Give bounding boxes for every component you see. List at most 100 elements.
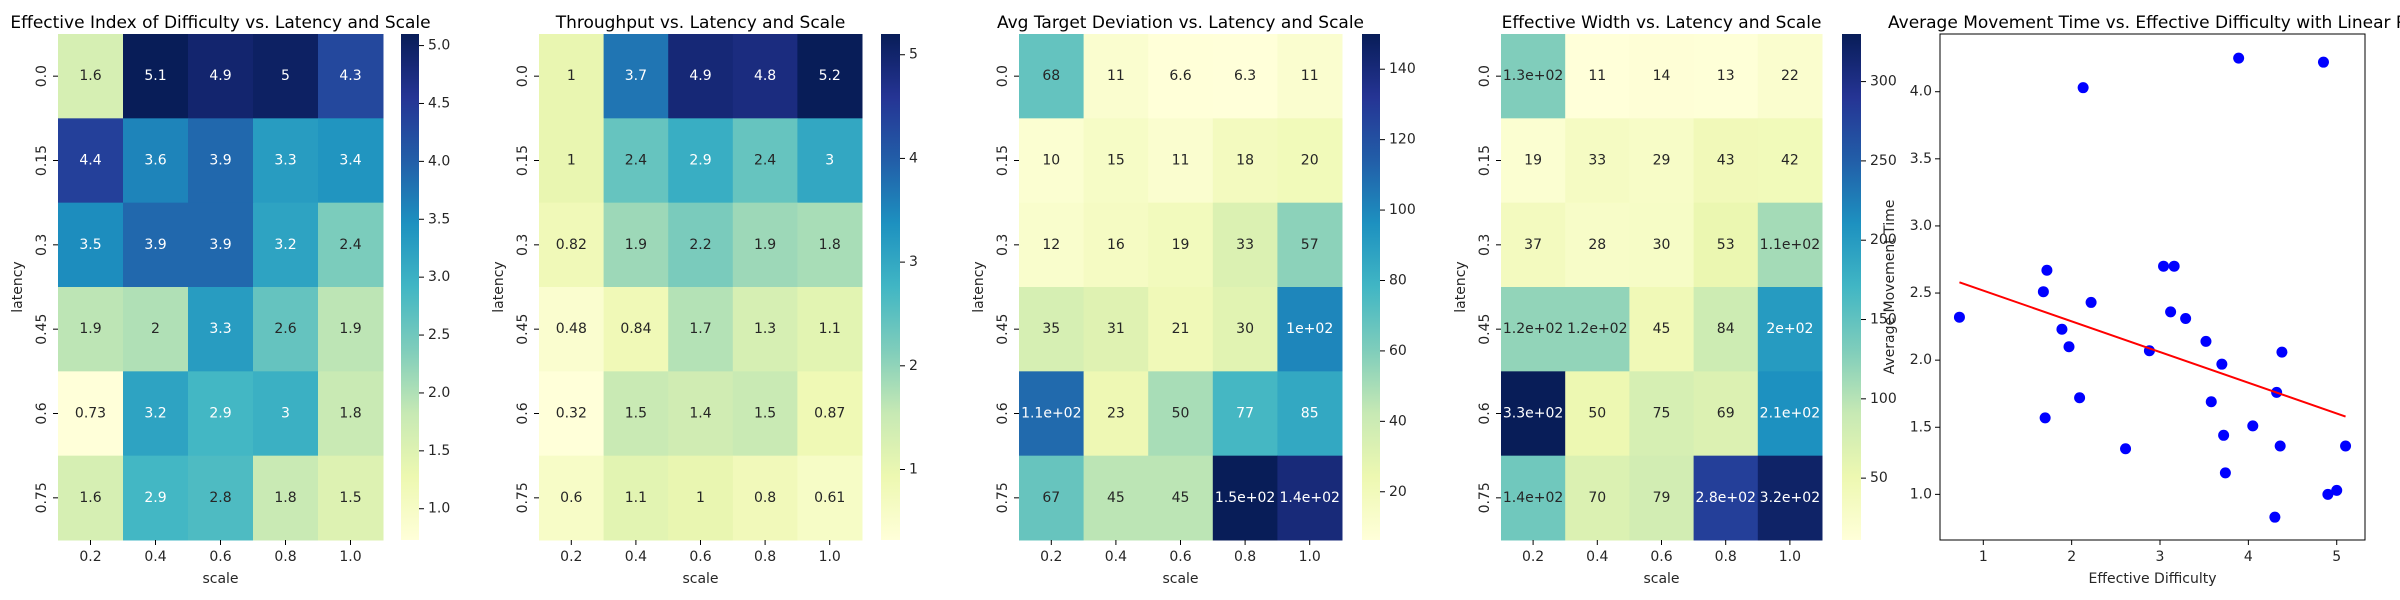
cell-label: 3.2e+02 (1760, 490, 1820, 506)
y-axis-label: Average Movement Time (1882, 200, 1898, 375)
cell-label: 1.4 (689, 406, 711, 422)
colorbar-tick-label: 140 (1389, 61, 1416, 77)
x-tick-label: 0.8 (1234, 549, 1256, 565)
heatmap-cell (1501, 202, 1566, 288)
heatmap-cell (1212, 371, 1278, 457)
cell-label: 3 (825, 153, 834, 169)
cell-label: 22 (1781, 68, 1799, 84)
cell-label: 3 (281, 406, 290, 422)
heatmap: Effective Index of Difficulty vs. Latenc… (10, 13, 450, 587)
y-tick-label: 0.6 (34, 402, 50, 424)
cell-label: 1.5 (754, 406, 776, 422)
heatmap-cell (1019, 118, 1085, 204)
cell-label: 6.6 (1169, 68, 1191, 84)
cell-label: 0.84 (620, 321, 651, 337)
heatmap-cell (253, 371, 319, 457)
cell-label: 3.3 (209, 321, 231, 337)
cell-label: 28 (1588, 237, 1606, 253)
heatmap-cell (253, 34, 319, 119)
x-axis-label: scale (202, 571, 238, 587)
heatmap-cell (123, 287, 189, 372)
cell-label: 4.3 (339, 68, 361, 84)
data-point (2269, 511, 2281, 523)
data-point (2039, 412, 2051, 424)
cell-label: 18 (1236, 153, 1254, 169)
x-tick-label: 0.2 (79, 549, 101, 565)
heatmap-cell (539, 287, 605, 372)
colorbar-tick-label: 3 (909, 254, 918, 270)
x-axis-label: Effective Difficulty (2089, 571, 2217, 587)
heatmap-cell (1565, 202, 1630, 288)
colorbar (881, 34, 900, 540)
heatmap-cell (603, 34, 669, 119)
heatmap-cell (1019, 202, 1085, 288)
y-tick-label: 0.75 (515, 482, 531, 513)
cell-label: 0.8 (754, 490, 776, 506)
y-tick-label: 3.5 (1910, 151, 1932, 167)
x-tick-label: 1.0 (339, 549, 361, 565)
heatmap-cell (58, 287, 124, 372)
heatmap-cell (123, 455, 189, 541)
x-tick-label: 1 (1979, 549, 1988, 565)
y-tick-label: 0.15 (1477, 145, 1493, 176)
cell-label: 4.9 (209, 68, 231, 84)
cell-label: 2.9 (144, 490, 166, 506)
heatmap-cell (1629, 371, 1695, 457)
chart-title: Effective Index of Difficulty vs. Latenc… (10, 13, 430, 33)
cell-label: 45 (1172, 490, 1190, 506)
heatmap-cell (1693, 371, 1759, 457)
data-point (2276, 346, 2288, 358)
heatmap-cell (1019, 455, 1085, 541)
x-tick-label: 0.8 (754, 549, 776, 565)
cell-label: 5 (281, 68, 290, 84)
cell-label: 1.6 (79, 490, 101, 506)
y-tick-label: 0.75 (995, 482, 1011, 513)
x-tick-label: 0.6 (689, 549, 711, 565)
cell-label: 1.8 (274, 490, 296, 506)
x-tick-label: 0.8 (1715, 549, 1737, 565)
heatmap-cell (1019, 371, 1085, 457)
colorbar-tick-label: 80 (1389, 272, 1407, 288)
heatmap-cell (732, 202, 798, 288)
x-tick-label: 0.4 (1586, 549, 1608, 565)
cell-label: 11 (1588, 68, 1606, 84)
cell-label: 21 (1172, 321, 1190, 337)
cell-label: 1e+02 (1286, 321, 1333, 337)
heatmap-cell (668, 371, 734, 457)
cell-label: 4.4 (79, 153, 101, 169)
heatmap-cell (318, 371, 384, 457)
colorbar (1362, 34, 1380, 540)
cell-label: 1.8 (819, 237, 841, 253)
cell-label: 14 (1653, 68, 1671, 84)
heatmap-cell (539, 371, 605, 457)
heatmap-cell (1693, 287, 1759, 372)
cell-label: 0.6 (560, 490, 582, 506)
colorbar-tick-label: 100 (1870, 391, 1897, 407)
y-axis-label: latency (1453, 261, 1469, 312)
cell-label: 2.6 (274, 321, 296, 337)
heatmap-cell (318, 202, 384, 288)
heatmap-cell (732, 455, 798, 541)
data-point (2074, 392, 2086, 404)
heatmap-cell (1083, 34, 1149, 119)
heatmap-cell (1277, 118, 1343, 204)
y-tick-label: 0.75 (1477, 482, 1493, 513)
cell-label: 19 (1524, 153, 1542, 169)
y-tick-label: 0.45 (995, 314, 1011, 345)
heatmap: Avg Target Deviation vs. Latency and Sca… (971, 13, 1416, 587)
cell-label: 45 (1653, 321, 1671, 337)
heatmap-cell (188, 371, 254, 457)
cell-label: 4.8 (754, 68, 776, 84)
cell-label: 1.3 (754, 321, 776, 337)
y-tick-label: 0.15 (34, 145, 50, 176)
cell-label: 2.8e+02 (1695, 490, 1755, 506)
cell-label: 42 (1781, 153, 1799, 169)
x-tick-label: 0.6 (1650, 549, 1672, 565)
data-point (2331, 484, 2343, 496)
heatmap-cell (1277, 455, 1343, 541)
cell-label: 1.5e+02 (1215, 490, 1275, 506)
data-point (2168, 260, 2180, 272)
data-point (2063, 341, 2075, 353)
heatmap-cell (58, 371, 124, 457)
cell-label: 1.5 (339, 490, 361, 506)
